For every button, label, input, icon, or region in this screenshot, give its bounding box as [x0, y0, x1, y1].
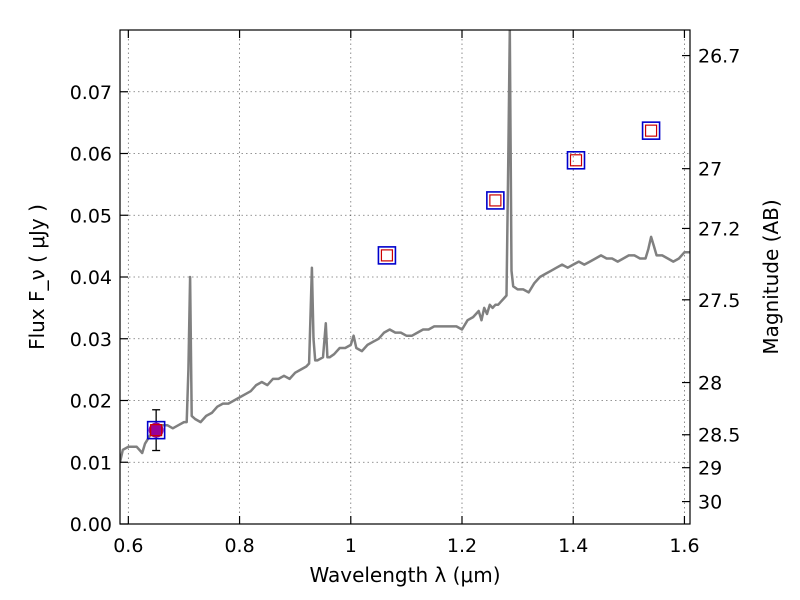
- y2-axis: 26.7 27 27.2 27.5 28 28.5 29 30: [682, 46, 740, 514]
- y2-tick-label: 29: [698, 458, 722, 480]
- observed-point: [148, 422, 164, 438]
- model-point-inner: [380, 249, 394, 262]
- spectrum-series: [120, 30, 690, 463]
- y2-tick-label: 27.2: [698, 218, 740, 240]
- y2-tick-label: 27: [698, 159, 722, 181]
- y2-tick-label: 27.5: [698, 290, 740, 312]
- y2-tick-label: 26.7: [698, 46, 740, 68]
- y2-axis-label: Magnitude (AB): [759, 199, 783, 354]
- x-tick-label: 0.8: [224, 535, 254, 557]
- model-point-outer: [486, 191, 505, 210]
- y-tick-label: 0.07: [70, 82, 112, 104]
- x-tick-label: 1.2: [447, 535, 477, 557]
- y-tick-label: 0.04: [70, 267, 112, 289]
- x-tick-label: 1.6: [669, 535, 699, 557]
- model-point-inner: [150, 424, 163, 437]
- observed-series: [148, 409, 164, 452]
- model-point-outer: [146, 420, 166, 440]
- y-axis-label: Flux F_ν ( μJy ): [25, 204, 49, 350]
- y-tick-label: 0.00: [70, 514, 112, 536]
- x-tick-label: 1.4: [558, 535, 588, 557]
- x-tick-label: 1: [345, 535, 357, 557]
- y-axis: 0.00 0.01 0.02 0.03 0.04 0.05 0.06 0.07: [70, 82, 128, 536]
- y2-tick-label: 28: [698, 373, 722, 395]
- model-series: [146, 121, 661, 440]
- model-point-inner: [644, 124, 658, 137]
- model-point-inner: [489, 194, 502, 207]
- y-tick-label: 0.01: [70, 452, 112, 474]
- x-axis-label: Wavelength λ (μm): [309, 563, 500, 587]
- y2-tick-label: 28.5: [698, 425, 740, 447]
- y-tick-label: 0.05: [70, 205, 112, 227]
- model-point-inner: [569, 154, 583, 167]
- model-point-outer: [377, 246, 397, 265]
- x-axis: 0.6 0.8 1 1.2 1.4 1.6: [113, 30, 700, 557]
- model-point-outer: [641, 121, 661, 140]
- model-point-outer: [566, 150, 586, 170]
- y-tick-label: 0.03: [70, 329, 112, 351]
- x-tick-label: 0.6: [113, 535, 143, 557]
- y2-tick-label: 30: [698, 492, 722, 514]
- y-tick-label: 0.06: [70, 144, 112, 166]
- spectrum-line: [120, 30, 690, 463]
- grid: [120, 30, 690, 525]
- y-tick-label: 0.02: [70, 391, 112, 413]
